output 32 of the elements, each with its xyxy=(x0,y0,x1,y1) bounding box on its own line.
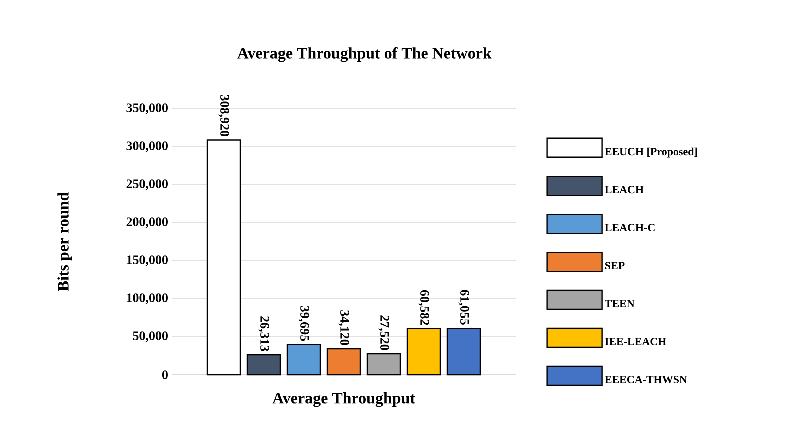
bar xyxy=(366,353,402,376)
legend-label: EEECA-THWSN xyxy=(605,376,688,384)
legend-label: TEEN xyxy=(605,300,635,308)
bar xyxy=(446,328,482,376)
y-axis-title: Bits per round xyxy=(58,192,72,292)
y-tick-label: 200,000 xyxy=(126,218,168,228)
data-label: 34,120 xyxy=(338,310,350,346)
data-label: 26,313 xyxy=(258,316,270,352)
legend-label: SEP xyxy=(605,262,625,270)
bar xyxy=(246,354,282,376)
data-label: 27,520 xyxy=(378,316,390,350)
bar xyxy=(326,348,362,376)
y-tick-label: 250,000 xyxy=(126,180,168,190)
data-label: 39,695 xyxy=(298,306,310,342)
bar xyxy=(206,140,242,376)
legend-label: LEACH-C xyxy=(605,224,655,232)
legend-label: IEE-LEACH xyxy=(605,338,666,346)
y-tick-label: 150,000 xyxy=(127,256,168,266)
y-tick-label: 350,000 xyxy=(126,104,168,114)
data-label: 61,055 xyxy=(458,290,470,325)
y-tick-label: 100,000 xyxy=(127,294,168,304)
legend-label: EEUCH [Proposed] xyxy=(605,148,698,158)
y-tick-label: 50,000 xyxy=(133,332,168,342)
chart-title: Average Throughput of The Network xyxy=(238,47,492,62)
bar xyxy=(406,328,442,376)
x-tick-label: Average Throughput xyxy=(272,392,416,408)
bar xyxy=(286,344,322,376)
legend-label: LEACH xyxy=(605,186,644,194)
data-label: 60,582 xyxy=(418,290,430,326)
data-label: 308,920 xyxy=(218,95,230,137)
y-tick-label: 300,000 xyxy=(126,142,168,152)
y-tick-label: 0 xyxy=(162,370,168,380)
